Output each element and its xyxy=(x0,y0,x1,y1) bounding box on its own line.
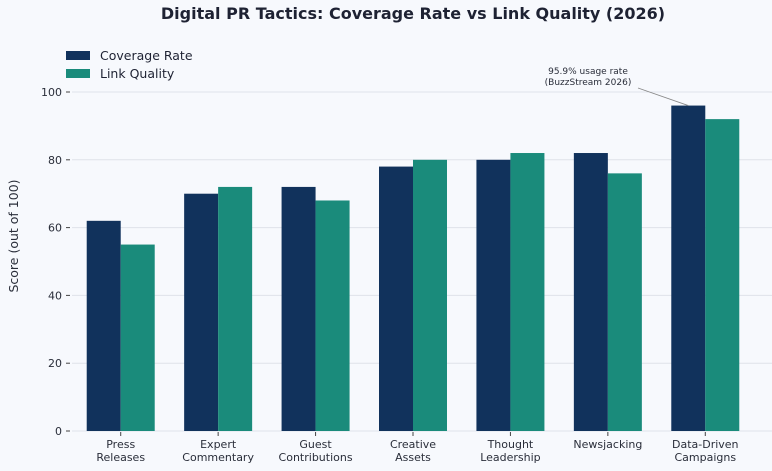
x-tick-label: Creative Assets xyxy=(390,438,436,464)
annotation-text: 95.9% usage rate xyxy=(548,67,628,77)
x-tick-label: Newsjacking xyxy=(573,438,642,451)
bar-coverage-rate xyxy=(573,153,608,431)
x-tick-label: Thought Leadership xyxy=(480,438,540,464)
chart-title: Digital PR Tactics: Coverage Rate vs Lin… xyxy=(161,4,665,23)
legend-swatch xyxy=(66,69,90,78)
bar-link-quality xyxy=(510,153,545,431)
x-tick-label: Data-Driven Campaigns xyxy=(672,438,739,464)
legend-label: Link Quality xyxy=(100,66,175,81)
y-tick-label: 20 xyxy=(48,357,62,370)
bar-link-quality xyxy=(607,173,642,432)
bar-link-quality xyxy=(705,119,740,432)
bar-coverage-rate xyxy=(86,220,121,431)
legend-label: Coverage Rate xyxy=(100,48,193,63)
x-tick-label: Press Releases xyxy=(96,438,145,464)
bar-link-quality xyxy=(218,186,253,431)
y-tick-label: 0 xyxy=(55,425,62,438)
bar-link-quality xyxy=(120,244,155,431)
bar-link-quality xyxy=(413,159,447,432)
y-axis-label: Score (out of 100) xyxy=(6,179,21,292)
annotation-arrow xyxy=(637,87,689,106)
bar-link-quality xyxy=(315,200,350,431)
legend-swatch xyxy=(66,51,90,60)
legend: Coverage Rate Link Quality xyxy=(66,48,193,81)
x-tick-label: Guest Contributions xyxy=(279,438,353,464)
bar-coverage-rate xyxy=(379,166,413,431)
y-tick-label: 80 xyxy=(48,154,62,167)
bar-coverage-rate xyxy=(671,105,706,431)
y-tick-label: 60 xyxy=(48,222,62,235)
x-tick-label: Expert Commentary xyxy=(182,438,254,464)
bar-coverage-rate xyxy=(184,193,219,431)
y-tick-label: 100 xyxy=(41,86,62,99)
y-tick-label: 40 xyxy=(48,289,62,302)
bar-coverage-rate xyxy=(476,159,511,432)
bar-coverage-rate xyxy=(281,186,316,431)
annotation-text: (BuzzStream 2026) xyxy=(545,78,632,88)
